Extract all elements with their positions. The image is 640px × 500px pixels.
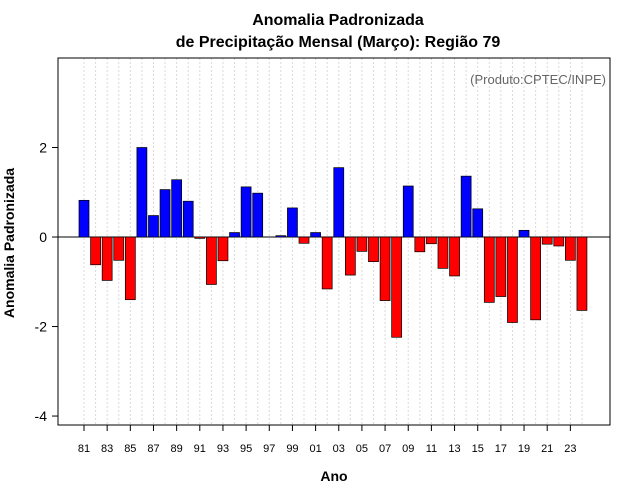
bar-08 xyxy=(391,236,403,338)
bar-93 xyxy=(217,236,229,262)
bar-91 xyxy=(194,236,206,239)
bar-11 xyxy=(426,236,437,245)
bar-96 xyxy=(252,192,264,238)
x-tick-label: 81 xyxy=(78,443,90,455)
bar-07 xyxy=(379,236,391,301)
x-tick-label: 13 xyxy=(448,443,460,455)
bar-82 xyxy=(90,236,101,266)
x-tick-label: 03 xyxy=(333,443,345,455)
bar-22 xyxy=(553,236,565,247)
bar-98 xyxy=(275,235,287,238)
bar-00 xyxy=(298,236,310,244)
x-tick-label: 87 xyxy=(147,443,159,455)
x-tick-label: 21 xyxy=(541,443,553,455)
bar-03 xyxy=(333,167,345,238)
bar-01 xyxy=(310,232,321,238)
bar-83 xyxy=(101,236,113,281)
chart-title-line-1: Anomalia Padronizada xyxy=(252,12,424,29)
bar-81 xyxy=(78,199,90,238)
bar-99 xyxy=(287,207,298,238)
bar-90 xyxy=(182,200,194,238)
bar-16 xyxy=(483,236,495,303)
x-axis: 81 83 85 87 89 91 93 95 97 99 01 03 05 07 09 11 13 15 17 19… xyxy=(78,425,576,455)
bar-84 xyxy=(113,236,125,261)
y-tick-label: -4 xyxy=(35,408,48,424)
bar-88 xyxy=(159,189,171,238)
y-axis: -4 -2 0 2 xyxy=(35,140,58,424)
plot-frame xyxy=(57,57,611,426)
x-tick-label: 01 xyxy=(309,443,321,455)
grid xyxy=(83,58,583,425)
bars xyxy=(78,147,588,338)
bar-85 xyxy=(124,236,136,301)
bar-06 xyxy=(368,236,379,262)
x-tick-label: 93 xyxy=(217,443,229,455)
bar-92 xyxy=(206,236,217,285)
bar-09 xyxy=(402,185,414,238)
bar-89 xyxy=(171,179,182,238)
x-tick-label: 99 xyxy=(286,443,298,455)
bar-15 xyxy=(472,208,484,238)
bar-05 xyxy=(356,236,368,252)
bar-87 xyxy=(148,215,159,238)
bar-18 xyxy=(507,236,518,323)
bar-13 xyxy=(449,236,460,277)
x-tick-label: 09 xyxy=(402,443,414,455)
x-tick-label: 89 xyxy=(171,443,183,455)
x-tick-label: 85 xyxy=(124,443,136,455)
x-tick-label: 05 xyxy=(356,443,368,455)
bar-95 xyxy=(240,186,252,238)
x-tick-label: 15 xyxy=(472,443,484,455)
bar-02 xyxy=(321,236,333,290)
x-tick-label: 95 xyxy=(240,443,252,455)
x-tick-label: 23 xyxy=(564,443,576,455)
bar-24 xyxy=(576,236,588,311)
x-tick-label: 91 xyxy=(194,443,206,455)
x-tick-label: 11 xyxy=(426,443,437,455)
x-tick-label: 97 xyxy=(263,443,275,455)
x-tick-label: 17 xyxy=(495,443,507,455)
bar-04 xyxy=(344,236,356,276)
source-annotation: (Produto:CPTEC/INPE) xyxy=(470,72,606,87)
x-tick-label: 19 xyxy=(518,443,530,455)
bar-12 xyxy=(437,236,449,269)
chart-title-line-2: de Precipitação Mensal (Março): Região 7… xyxy=(176,34,501,51)
bar-17 xyxy=(495,236,507,297)
x-tick-label: 83 xyxy=(101,443,113,455)
bar-23 xyxy=(565,236,576,261)
y-tick-label: 2 xyxy=(39,140,47,156)
bar-10 xyxy=(414,236,426,253)
x-tick-label: 07 xyxy=(379,443,391,455)
y-axis-label: Anomalia Padronizada xyxy=(1,168,17,318)
y-tick-label: -2 xyxy=(35,319,48,335)
bar-14 xyxy=(460,175,472,238)
x-axis-label: Ano xyxy=(320,468,347,484)
y-tick-label: 0 xyxy=(39,229,47,245)
bar-20 xyxy=(530,236,541,321)
bar-21 xyxy=(541,236,553,245)
bar-94 xyxy=(229,232,240,238)
bar-19 xyxy=(518,229,530,238)
bar-86 xyxy=(136,147,148,238)
